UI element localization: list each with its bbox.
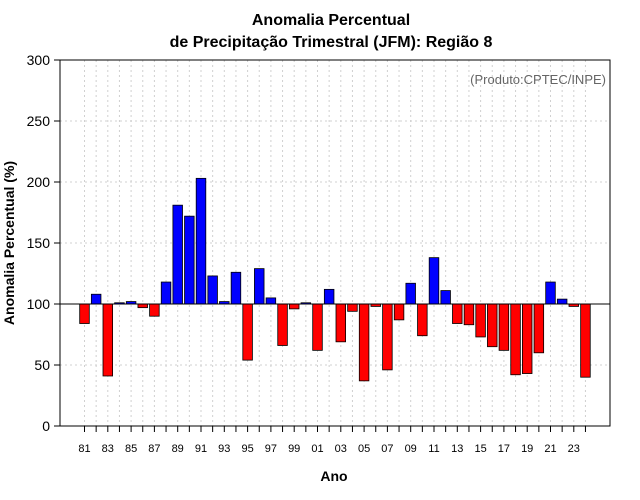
bar-95 (242, 303, 253, 361)
x-tick-label: 81 (78, 443, 90, 455)
x-tick-label: 99 (288, 443, 300, 455)
bar-81 (79, 303, 90, 324)
y-tick-label: 50 (34, 357, 50, 373)
bar-03 (335, 303, 347, 343)
x-tick-label: 09 (405, 443, 417, 455)
x-tick-label: 11 (428, 443, 439, 455)
y-tick-label: 0 (42, 418, 50, 434)
x-tick-label: 89 (172, 443, 184, 455)
bar-82 (90, 293, 102, 305)
bar-94 (230, 271, 242, 305)
x-tick-label: 85 (125, 443, 137, 455)
bar-09 (405, 282, 416, 305)
x-tick-label: 17 (498, 443, 510, 455)
bar-17 (498, 303, 510, 351)
bar-87 (149, 303, 160, 317)
bar-07 (382, 303, 393, 371)
bar-14 (463, 303, 475, 326)
bar-99 (288, 303, 300, 310)
bar-04 (347, 303, 358, 312)
y-tick-label: 100 (27, 296, 51, 312)
x-tick-label: 83 (102, 443, 114, 455)
x-tick-label: 97 (265, 443, 277, 455)
bar-83 (102, 303, 114, 377)
y-tick-label: 200 (27, 174, 51, 190)
bar-02 (323, 288, 335, 305)
x-tick-label: 15 (474, 443, 486, 455)
bars (79, 177, 591, 382)
y-tick-label: 150 (27, 235, 51, 251)
bar-92 (207, 275, 218, 305)
bar-96 (254, 268, 265, 305)
bar-08 (393, 303, 405, 321)
x-tick-label: 13 (451, 443, 463, 455)
bar-16 (487, 303, 498, 348)
x-tick-label: 23 (568, 443, 580, 455)
credit-text: (Produto:CPTEC/INPE) (470, 72, 606, 87)
bar-24 (580, 303, 591, 378)
x-tick-label: 19 (521, 443, 533, 455)
chart-title-line2: de Precipitação Trimestral (JFM): Região… (170, 34, 493, 51)
bar-01 (312, 303, 323, 351)
x-tick-label: 03 (335, 443, 347, 455)
bar-98 (277, 303, 288, 346)
bar-88 (160, 281, 172, 305)
bar-19 (522, 303, 533, 374)
bar-89 (172, 204, 183, 305)
x-tick-label: 21 (544, 443, 556, 455)
x-axis: 81 83 85 87 89 91 93 95 97 99 01 03 05 07 09 11 13 15 17 19… (78, 426, 586, 455)
bar-91 (195, 177, 207, 305)
bar-97 (265, 297, 277, 305)
y-axis-label: Anomalia Percentual (%) (1, 161, 17, 325)
bar-21 (545, 281, 556, 305)
bar-90 (184, 215, 195, 305)
bar-05 (358, 303, 370, 382)
x-tick-label: 05 (358, 443, 370, 455)
bar-12 (440, 290, 451, 305)
bar-22 (556, 298, 568, 305)
chart-title-line1: Anomalia Percentual (252, 12, 410, 29)
x-tick-label: 01 (311, 443, 323, 455)
bar-18 (510, 303, 521, 376)
bar-13 (452, 303, 463, 324)
x-tick-label: 87 (148, 443, 160, 455)
bar-15 (475, 303, 486, 338)
y-axis: 0 50 100 150 200 250 300 (27, 52, 60, 434)
bar-11 (428, 257, 440, 305)
x-tick-label: 07 (381, 443, 393, 455)
y-tick-label: 300 (27, 52, 51, 68)
bar-20 (533, 303, 545, 354)
y-tick-label: 250 (27, 113, 51, 129)
x-tick-label: 95 (241, 443, 253, 455)
bar-10 (417, 303, 428, 337)
x-tick-label: 91 (195, 443, 207, 455)
x-tick-label: 93 (218, 443, 230, 455)
x-axis-label: Ano (320, 468, 347, 484)
bar-86 (137, 303, 148, 309)
